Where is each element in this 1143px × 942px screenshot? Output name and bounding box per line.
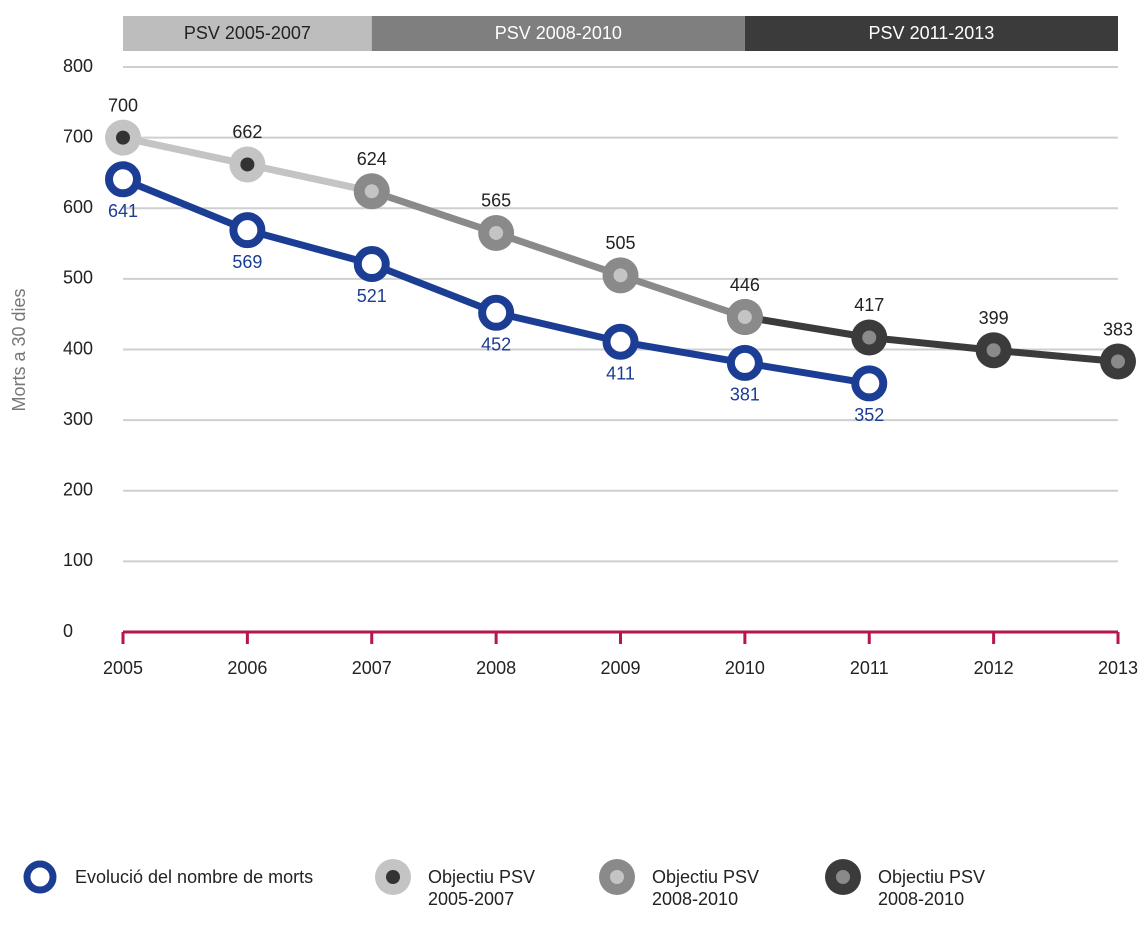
marker-dot bbox=[364, 184, 379, 199]
marker bbox=[105, 161, 141, 198]
x-tick-label: 2013 bbox=[1098, 658, 1138, 678]
legend-dot bbox=[836, 870, 850, 884]
value-label: 624 bbox=[357, 149, 387, 169]
legend-label: Objectiu PSV 2008-2010 bbox=[878, 867, 986, 909]
marker-dot bbox=[986, 343, 1001, 358]
x-tick-label: 2007 bbox=[352, 658, 392, 678]
period-band bbox=[123, 16, 372, 51]
marker-dot bbox=[862, 330, 877, 345]
value-label: 411 bbox=[606, 363, 635, 383]
value-label: 383 bbox=[1103, 319, 1133, 339]
x-tick-label: 2009 bbox=[600, 658, 640, 678]
marker bbox=[353, 246, 390, 283]
value-label: 381 bbox=[730, 385, 760, 405]
x-tick-label: 2006 bbox=[227, 658, 267, 678]
marker-dot bbox=[240, 157, 255, 172]
marker-dot bbox=[116, 130, 130, 145]
value-label: 505 bbox=[605, 233, 635, 253]
marker bbox=[851, 365, 888, 402]
value-label: 565 bbox=[481, 191, 511, 211]
marker bbox=[602, 323, 639, 360]
y-tick-label: 200 bbox=[63, 480, 93, 500]
period-band bbox=[371, 16, 745, 51]
y-tick-label: 100 bbox=[63, 550, 93, 570]
x-tick-label: 2011 bbox=[850, 658, 889, 678]
y-axis-label: Morts a 30 dies bbox=[9, 288, 29, 411]
value-label: 352 bbox=[854, 405, 884, 425]
value-label: 700 bbox=[108, 95, 138, 115]
y-tick-label: 600 bbox=[63, 197, 93, 217]
y-tick-label: 700 bbox=[63, 126, 93, 146]
legend-dot bbox=[610, 870, 624, 884]
legend-label: Objectiu PSV 2008-2010 bbox=[652, 867, 760, 909]
legend-marker bbox=[23, 860, 57, 894]
x-tick-label: 2005 bbox=[103, 658, 143, 678]
x-tick-label: 2010 bbox=[725, 658, 765, 678]
series-line bbox=[744, 313, 1119, 365]
marker-dot bbox=[489, 225, 504, 240]
marker bbox=[726, 344, 763, 381]
marker-dot bbox=[737, 310, 752, 325]
legend-dot bbox=[386, 870, 400, 884]
value-label: 452 bbox=[481, 335, 511, 355]
value-label: 569 bbox=[232, 252, 262, 272]
value-label: 662 bbox=[232, 122, 262, 142]
y-tick-label: 400 bbox=[63, 338, 93, 358]
value-label: 417 bbox=[854, 295, 884, 315]
marker bbox=[478, 294, 515, 331]
legend-label: Objectiu PSV 2005-2007 bbox=[428, 867, 536, 909]
y-tick-label: 800 bbox=[63, 56, 93, 76]
y-tick-label: 300 bbox=[63, 409, 93, 429]
y-tick-label: 500 bbox=[63, 268, 93, 288]
x-tick-label: 2012 bbox=[974, 658, 1014, 678]
marker bbox=[229, 212, 266, 249]
value-label: 521 bbox=[357, 286, 387, 306]
marker-dot bbox=[613, 268, 628, 283]
y-tick-label: 0 bbox=[63, 621, 73, 641]
period-label: PSV 2008-2010 bbox=[495, 23, 622, 43]
value-label: 399 bbox=[979, 308, 1009, 328]
value-label: 641 bbox=[108, 201, 138, 221]
period-label: PSV 2011-2013 bbox=[869, 23, 995, 43]
period-label: PSV 2005-2007 bbox=[184, 23, 311, 43]
series-line bbox=[370, 187, 746, 321]
marker-dot bbox=[1111, 354, 1125, 369]
x-tick-label: 2008 bbox=[476, 658, 516, 678]
period-band bbox=[744, 16, 1118, 51]
legend-label: Evolució del nombre de morts bbox=[75, 867, 314, 887]
value-label: 446 bbox=[730, 275, 760, 295]
